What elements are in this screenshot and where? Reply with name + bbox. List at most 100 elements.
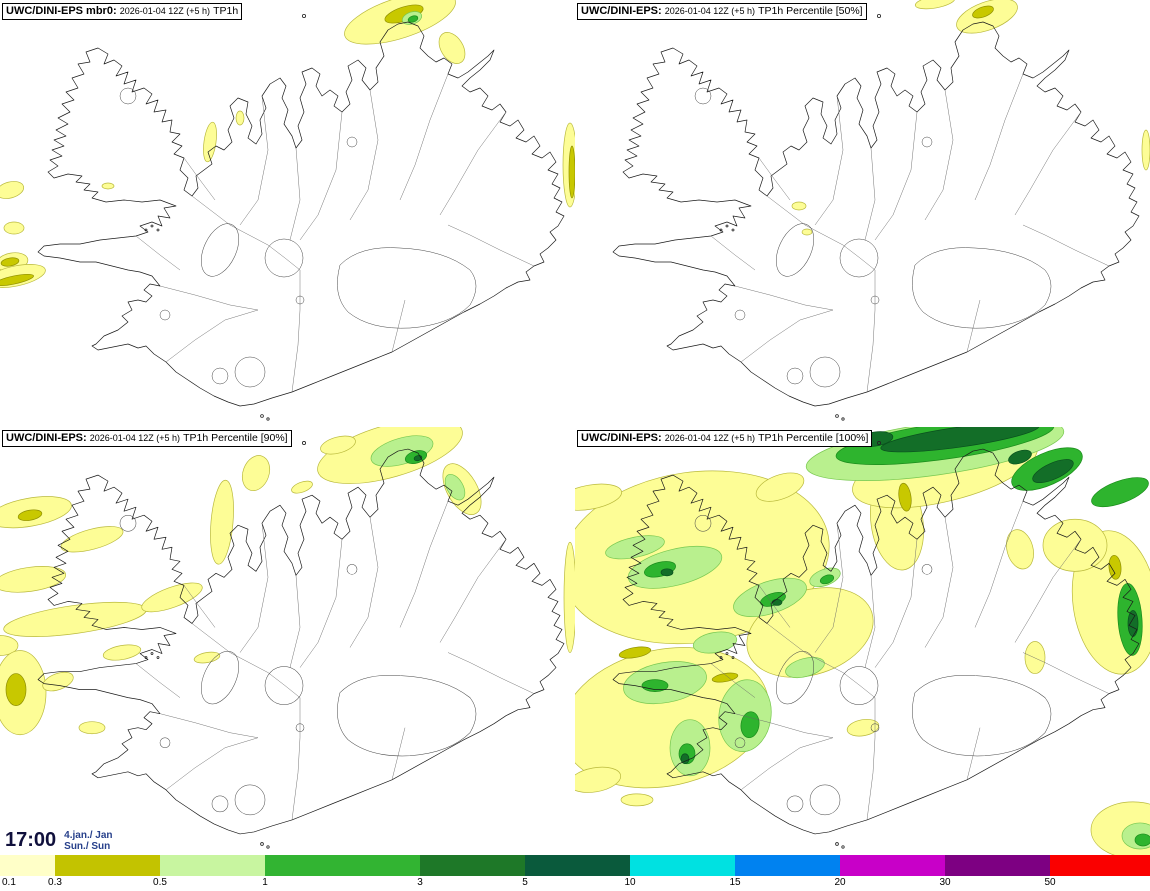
precip-patch <box>320 435 356 455</box>
colorbar-labels: 0.1 0.3 0.5 1 3 5 10 15 20 30 50 <box>0 876 1150 891</box>
datetime-label: 2026-01-04 12Z (+5 h) <box>664 433 756 443</box>
precip-patch <box>17 509 43 521</box>
colorbar-segment <box>735 855 840 876</box>
precip-patch <box>801 228 813 236</box>
colorbar-tick: 0.3 <box>48 877 62 888</box>
precip-patch <box>791 201 807 211</box>
precip-patch <box>1141 129 1150 171</box>
precip-patch <box>438 32 466 64</box>
precip-patch <box>407 15 419 23</box>
precip-patch <box>291 480 313 494</box>
precip-overlay <box>0 427 575 736</box>
precip-patch <box>5 673 27 707</box>
precip-patch <box>42 671 74 692</box>
map-panel-mbr0: UWC/DINI-EPS mbr0: 2026-01-04 12Z (+5 h)… <box>0 0 575 427</box>
precip-patch <box>60 526 124 553</box>
map-panel-p100: UWC/DINI-EPS: 2026-01-04 12Z (+5 h) TP1h… <box>575 427 1150 855</box>
valid-date-line2: Sun./ Sun <box>64 841 111 852</box>
precip-patch <box>755 472 805 502</box>
precip-patch <box>692 631 738 654</box>
datetime-label: 2026-01-04 12Z (+5 h) <box>119 6 210 16</box>
colorbar-segment <box>840 855 945 876</box>
model-label: UWC/DINI-EPS: <box>581 432 662 444</box>
precip-patch <box>605 535 665 560</box>
precip-patch <box>1024 641 1046 674</box>
colorbar-tick: 20 <box>834 877 846 888</box>
precip-patch <box>101 182 115 190</box>
colorbar-segment <box>630 855 735 876</box>
iceland-map <box>612 0 1150 421</box>
precip-patch <box>203 121 217 163</box>
precip-patch <box>740 711 760 739</box>
precip-patch <box>660 568 674 577</box>
precip-patch <box>880 427 1040 453</box>
precip-patch <box>620 793 654 807</box>
precip-patch <box>1008 449 1032 465</box>
colorbar-segment <box>525 855 630 876</box>
precip-patch <box>1042 518 1108 572</box>
precip-patch <box>1091 477 1149 508</box>
precip-patch <box>78 721 106 735</box>
precip-patch <box>1006 529 1034 570</box>
precip-patch <box>0 566 67 593</box>
precip-patch <box>0 635 19 656</box>
valid-time-label: 17:00 <box>5 829 57 851</box>
precip-patch <box>898 482 912 512</box>
precip-patch <box>846 718 880 737</box>
precip-patch <box>819 574 835 585</box>
precip-patch <box>102 644 142 661</box>
variable-label: TP1h <box>213 5 239 17</box>
colorbar-segment <box>160 855 265 876</box>
valid-date-block: 4.jan./ Jan Sun./ Sun <box>64 829 112 852</box>
precip-patch <box>575 766 622 793</box>
colorbar <box>0 855 1150 876</box>
precip-overlay <box>575 427 1150 855</box>
colorbar-tick: 15 <box>729 877 741 888</box>
datetime-label: 2026-01-04 12Z (+5 h) <box>664 6 756 16</box>
model-label: UWC/DINI-EPS: <box>581 5 662 17</box>
precip-patch <box>680 753 690 765</box>
model-label: UWC/DINI-EPS: <box>6 432 87 444</box>
iceland-map <box>0 427 575 849</box>
precip-patch <box>193 651 221 664</box>
panel-title-mbr0: UWC/DINI-EPS mbr0: 2026-01-04 12Z (+5 h)… <box>2 3 243 20</box>
precip-patch <box>568 145 575 199</box>
panel-title-p90: UWC/DINI-EPS: 2026-01-04 12Z (+5 h) TP1h… <box>2 430 292 447</box>
panel-title-p100: UWC/DINI-EPS: 2026-01-04 12Z (+5 h) TP1h… <box>577 430 873 447</box>
precip-patch <box>771 599 783 606</box>
colorbar-tick: 0.5 <box>153 877 167 888</box>
precip-patch <box>575 483 622 511</box>
colorbar-tick: 30 <box>939 877 951 888</box>
precip-overlay <box>0 0 575 288</box>
precip-patch <box>141 582 203 613</box>
colorbar-tick: 1 <box>262 877 268 888</box>
colorbar-tick: 50 <box>1044 877 1056 888</box>
variable-label: TP1h Percentile [50%] <box>758 5 863 17</box>
precip-patch <box>235 110 245 126</box>
precip-overlay <box>791 0 1150 236</box>
precip-patch <box>3 221 25 235</box>
colorbar-segment <box>420 855 525 876</box>
precip-patch <box>563 541 575 653</box>
valid-date-line1: 4.jan./ Jan <box>64 830 113 841</box>
colorbar-tick: 3 <box>417 877 423 888</box>
iceland-map <box>575 427 1150 855</box>
iceland-map <box>0 0 575 421</box>
precip-patch <box>1108 554 1122 580</box>
panel-title-p50: UWC/DINI-EPS: 2026-01-04 12Z (+5 h) TP1h… <box>577 3 867 20</box>
precip-patch <box>785 657 825 679</box>
precip-patch <box>1134 833 1150 847</box>
datetime-label: 2026-01-04 12Z (+5 h) <box>89 433 181 443</box>
map-panel-p90: UWC/DINI-EPS: 2026-01-04 12Z (+5 h) TP1h… <box>0 427 575 855</box>
precip-patch <box>0 273 34 287</box>
precip-patch <box>444 473 466 501</box>
panel-grid: UWC/DINI-EPS mbr0: 2026-01-04 12Z (+5 h)… <box>0 0 1150 855</box>
colorbar-segment <box>265 855 420 876</box>
footer-time: 17:00 4.jan./ Jan Sun./ Sun <box>5 829 113 852</box>
colorbar-segment <box>55 855 160 876</box>
colorbar-segment <box>1050 855 1150 876</box>
precip-patch <box>1032 459 1074 484</box>
colorbar-tick: 0.1 <box>2 877 16 888</box>
precip-patch <box>618 646 652 659</box>
